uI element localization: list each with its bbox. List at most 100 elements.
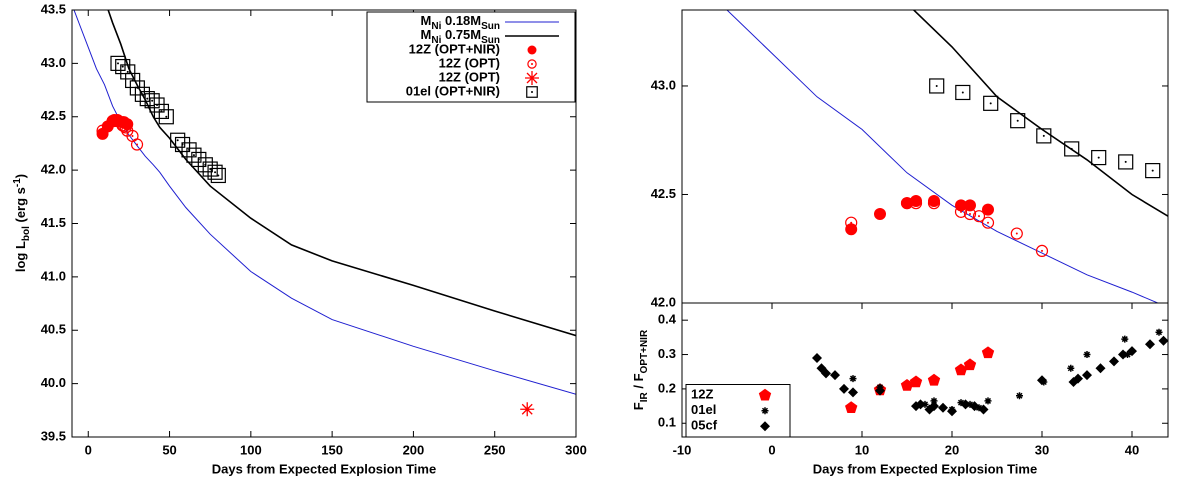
legend-label: 12Z (OPT) xyxy=(439,69,500,84)
box xyxy=(186,147,202,163)
diamond xyxy=(1073,373,1083,384)
model-curve xyxy=(726,10,1160,303)
y-tick-label: 41.0 xyxy=(41,268,66,283)
box xyxy=(955,84,971,101)
diamond xyxy=(978,404,989,415)
asterisk xyxy=(1083,351,1091,359)
box xyxy=(1118,154,1134,170)
point xyxy=(186,147,202,163)
dot xyxy=(982,203,994,216)
ring xyxy=(909,197,923,210)
center xyxy=(124,126,127,129)
point xyxy=(1010,227,1023,240)
y-tick-label: 42.5 xyxy=(651,186,676,201)
point xyxy=(1064,141,1080,157)
point xyxy=(144,93,160,109)
diamond xyxy=(938,402,948,413)
point xyxy=(981,346,995,359)
plot-area xyxy=(812,328,1168,417)
center xyxy=(906,202,908,205)
legend-box xyxy=(366,11,576,103)
point xyxy=(955,84,971,101)
asterisk xyxy=(984,397,992,405)
center xyxy=(117,62,120,65)
center xyxy=(1151,169,1154,172)
text-part: log L xyxy=(13,241,28,272)
point xyxy=(1155,328,1163,336)
y-tick-label: 0.3 xyxy=(658,346,676,361)
point xyxy=(839,383,849,394)
point xyxy=(947,406,957,417)
point xyxy=(1095,363,1106,374)
ring xyxy=(927,197,941,210)
diamond xyxy=(875,385,885,396)
center xyxy=(1124,160,1127,163)
center xyxy=(531,91,533,93)
ring xyxy=(96,124,109,137)
point xyxy=(153,103,170,120)
dot xyxy=(955,199,967,212)
diamond xyxy=(848,387,858,398)
point xyxy=(181,142,197,158)
box xyxy=(1064,141,1080,157)
x-tick-label: -10 xyxy=(673,442,692,457)
box xyxy=(144,93,160,109)
point xyxy=(915,399,926,410)
point xyxy=(158,109,174,125)
diamond xyxy=(821,368,831,379)
y-tick-label: 0.4 xyxy=(658,312,677,327)
point xyxy=(978,404,989,415)
ring xyxy=(130,138,144,151)
point xyxy=(1118,154,1134,170)
point xyxy=(964,199,976,212)
ring xyxy=(954,205,968,218)
point xyxy=(821,368,831,379)
box xyxy=(207,164,223,180)
point xyxy=(981,216,995,229)
point xyxy=(120,64,136,80)
asterisk xyxy=(525,71,539,85)
plot-frame xyxy=(71,9,577,438)
pentagon xyxy=(900,378,914,391)
y-tick-label: 0.1 xyxy=(658,415,676,430)
asterisk xyxy=(1067,364,1075,372)
ring xyxy=(972,210,986,223)
diamond xyxy=(812,352,822,363)
ring xyxy=(963,207,977,221)
point xyxy=(96,124,109,137)
box xyxy=(181,142,197,158)
center xyxy=(960,210,962,213)
dot xyxy=(527,45,537,55)
ring xyxy=(900,197,914,210)
asterisk xyxy=(1016,392,1023,400)
ring xyxy=(1035,244,1049,258)
legend-swatch xyxy=(527,59,537,69)
point xyxy=(1016,392,1023,400)
ring xyxy=(1010,227,1023,240)
center xyxy=(1041,249,1043,252)
y-tick-label: 42.5 xyxy=(41,108,66,123)
dot xyxy=(874,208,886,221)
box xyxy=(110,55,126,71)
diamond xyxy=(760,421,770,432)
x-tick-label: 10 xyxy=(855,442,869,457)
center xyxy=(141,93,144,96)
y-tick-label: 39.5 xyxy=(41,428,66,443)
point xyxy=(845,216,858,229)
dot xyxy=(845,223,858,236)
y-tick-label: 43.5 xyxy=(41,1,66,16)
legend-swatch xyxy=(526,86,538,98)
center xyxy=(978,215,980,218)
center xyxy=(1070,147,1073,150)
text-part: OPT+NIR xyxy=(639,329,650,373)
plot-area xyxy=(73,10,576,417)
pentagon xyxy=(909,375,923,388)
center xyxy=(113,120,116,123)
center xyxy=(146,97,149,100)
plot-frame xyxy=(681,302,1169,438)
legend-label: 12Z (OPT) xyxy=(439,55,500,70)
text-part: Sun xyxy=(481,35,500,46)
text-part: -1 xyxy=(12,178,23,187)
diamond xyxy=(960,399,971,410)
center xyxy=(126,70,129,73)
